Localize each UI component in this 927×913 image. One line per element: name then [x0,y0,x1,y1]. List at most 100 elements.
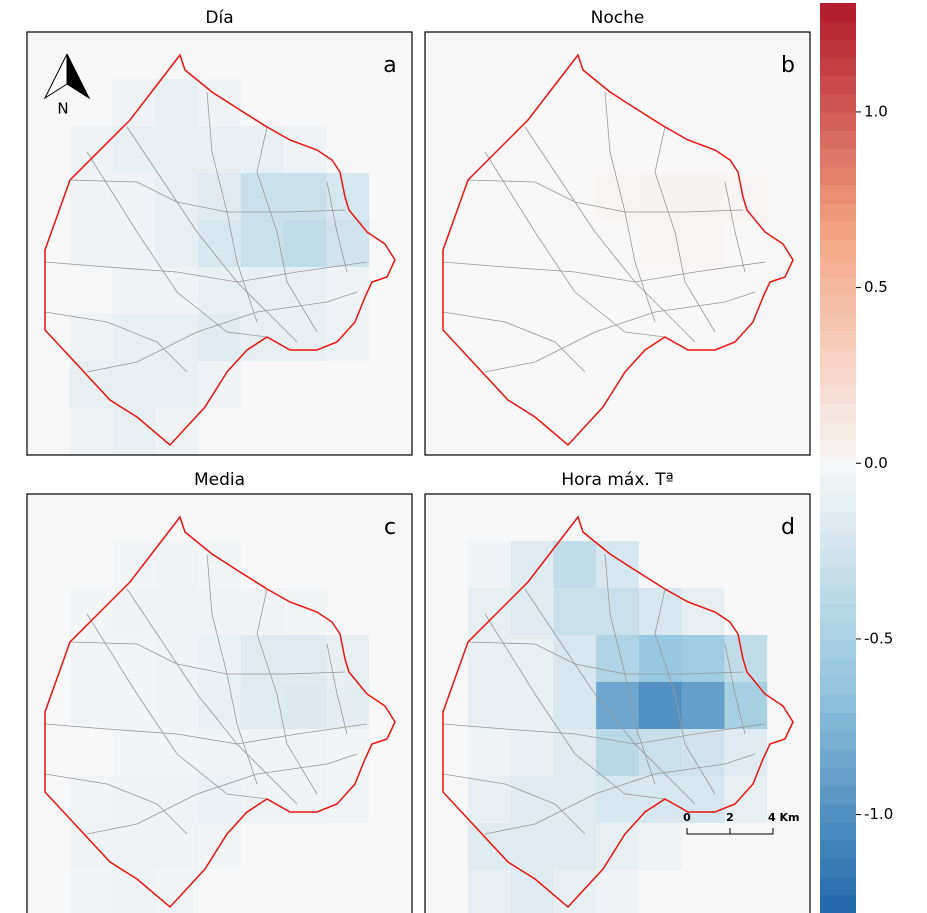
heat-cell [724,682,768,730]
heat-cell [283,494,327,542]
map-panel: aN [26,31,413,456]
heat-cell [27,682,71,730]
heat-cell [596,314,640,362]
district-line [256,126,318,333]
heat-cell [155,776,199,824]
district-line [442,773,586,835]
heat-cell [326,173,370,221]
heat-cell [425,870,469,913]
heat-cell [198,682,242,730]
heat-cell [283,776,327,824]
heat-cell [638,776,683,824]
colorbar-band [820,876,856,896]
north-arrow [66,53,91,100]
heat-cell [155,494,199,542]
heat-cell [681,494,725,542]
heat-cell [27,729,71,777]
heat-cell [767,494,811,542]
panel-frame [26,31,413,456]
heat-cell [112,823,156,871]
district-line [442,723,766,745]
heat-cell [27,635,71,683]
colorbar-tick-label: 0.5 [864,278,888,296]
heat-cell [283,314,327,362]
heat-cell [27,314,71,362]
heat-cell [724,126,768,174]
colorbar-band [820,803,856,823]
colorbar-band [820,512,856,532]
heat-cell [240,823,285,871]
heat-cell [425,494,469,542]
colorbar-band [820,221,856,241]
heat-cell [283,635,327,683]
district-line [442,261,766,283]
heat-cell [112,267,156,315]
heat-cell [112,541,156,589]
heat-cell [638,79,683,127]
scale-label: 2 [726,811,734,824]
heat-cell [767,541,811,589]
colorbar-tick-label: 0.0 [864,454,888,472]
heat-cell [724,173,768,221]
district-line [484,291,756,373]
heat-cell [155,126,199,174]
heat-cell [638,220,683,268]
heat-cell [767,361,811,409]
heat-cell [467,541,512,589]
heat-cell [510,541,554,589]
heat-cell [681,682,725,730]
heat-cell [681,870,725,913]
district-line [326,643,348,735]
heat-cell [553,870,597,913]
colorbar-band [820,385,856,404]
colorbar-band [820,676,856,696]
colorbar-band [820,694,856,714]
panel-title: Día [205,8,233,28]
colorbar-band [820,476,856,495]
heat-cell [240,408,285,456]
heat-cell [69,870,114,913]
panel-title: Media [194,470,245,490]
colorbar-tick-label: -1.0 [864,805,893,823]
heat-cell [369,494,413,542]
colorbar-band [820,621,856,641]
heat-cell [425,267,469,315]
heat-cell [283,870,327,913]
heat-cell [240,79,285,127]
heat-cell [724,220,768,268]
heat-cell [681,267,725,315]
heat-cell [767,408,811,456]
heat-cell [155,635,199,683]
heat-cell [198,173,242,221]
heat-cell [425,823,469,871]
heat-cell [69,541,114,589]
heat-cell [638,126,683,174]
heat-cell [553,541,597,589]
panel-frame [26,493,413,913]
city-boundary [44,515,396,909]
heat-cell [326,729,370,777]
heat-cell [198,408,242,456]
heat-cell [681,588,725,636]
heat-cell [596,776,640,824]
heat-cell [467,588,512,636]
heat-cell [467,267,512,315]
heat-cell [510,823,554,871]
heat-cell [198,635,242,683]
heat-cell [638,870,683,913]
heat-cell [326,588,370,636]
map-panel: c [26,493,413,913]
heat-cell [69,729,114,777]
colorbar-tick-label: -0.5 [864,629,893,647]
heat-cell [510,267,554,315]
colorbar-band [820,367,856,386]
heat-cell [240,682,285,730]
heat-cell [681,314,725,362]
district-line [724,181,746,273]
heat-cell [724,823,768,871]
heat-cell [596,408,640,456]
heat-cell [596,870,640,913]
heat-cell [283,729,327,777]
heat-cell [467,823,512,871]
colorbar-band [820,749,856,768]
